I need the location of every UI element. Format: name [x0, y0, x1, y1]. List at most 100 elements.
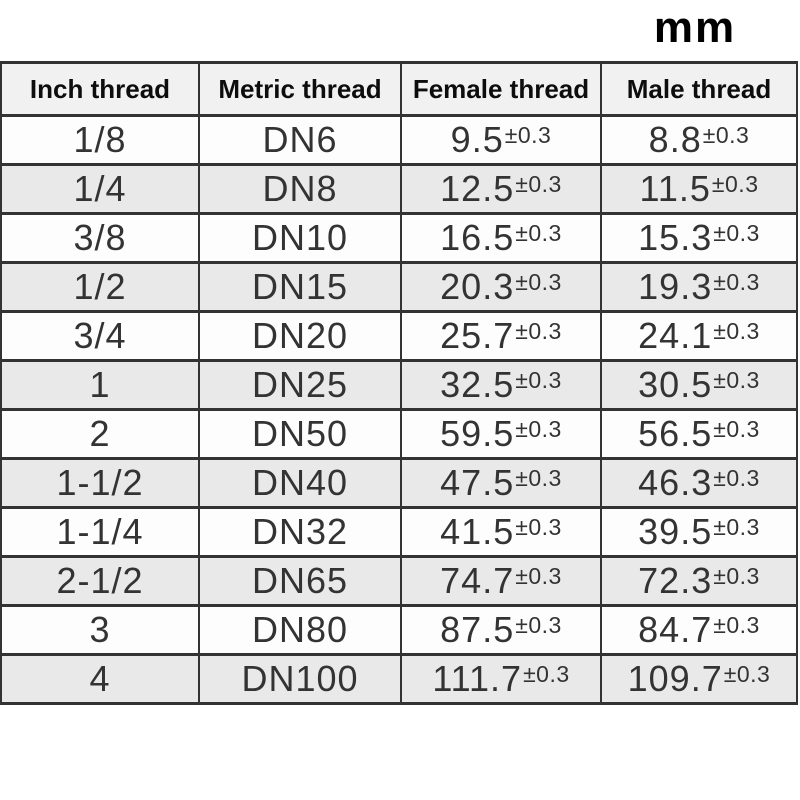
- inch-cell: 4: [0, 653, 200, 705]
- female-cell: 87.5±0.3: [400, 604, 602, 656]
- female-cell: 12.5±0.3: [400, 163, 602, 215]
- metric-cell: DN25: [198, 359, 402, 411]
- female-cell: 25.7±0.3: [400, 310, 602, 362]
- tolerance-label: ±0.3: [515, 367, 562, 393]
- tolerance-label: ±0.3: [515, 514, 562, 540]
- male-cell: 46.3±0.3: [600, 457, 798, 509]
- female-value: 87.5: [440, 609, 515, 650]
- tolerance-label: ±0.3: [713, 220, 760, 246]
- male-cell: 30.5±0.3: [600, 359, 798, 411]
- metric-cell: DN10: [198, 212, 402, 264]
- inch-cell: 3/8: [0, 212, 200, 264]
- tolerance-label: ±0.3: [713, 612, 760, 638]
- inch-cell: 2-1/2: [0, 555, 200, 607]
- tolerance-label: ±0.3: [523, 661, 570, 687]
- tolerance-label: ±0.3: [515, 171, 562, 197]
- tolerance-label: ±0.3: [713, 563, 760, 589]
- tolerance-label: ±0.3: [723, 661, 771, 687]
- female-cell: 41.5±0.3: [400, 506, 602, 558]
- male-value: 84.7: [638, 609, 713, 650]
- table-row: 2-1/2 DN65 74.7±0.3 72.3±0.3: [0, 555, 798, 607]
- inch-cell: 3/4: [0, 310, 200, 362]
- header-male-thread: Male thread: [600, 61, 798, 117]
- female-cell: 20.3±0.3: [400, 261, 602, 313]
- male-value: 8.8: [648, 119, 702, 160]
- tolerance-label: ±0.3: [515, 465, 562, 491]
- inch-cell: 1/4: [0, 163, 200, 215]
- inch-cell: 1: [0, 359, 200, 411]
- table-row: 1-1/4 DN32 41.5±0.3 39.5±0.3: [0, 506, 798, 558]
- female-cell: 9.5±0.3: [400, 114, 602, 166]
- tolerance-label: ±0.3: [713, 367, 760, 393]
- male-value: 11.5: [639, 168, 711, 209]
- female-cell: 59.5±0.3: [400, 408, 602, 460]
- table-row: 3/8 DN10 16.5±0.3 15.3±0.3: [0, 212, 798, 264]
- table-row: 1/8 DN6 9.5±0.3 8.8±0.3: [0, 114, 798, 166]
- table-body: 1/8 DN6 9.5±0.3 8.8±0.3 1/4 DN8 12.5±0.3…: [0, 114, 798, 705]
- female-value: 9.5: [450, 119, 504, 160]
- table-row: 1-1/2 DN40 47.5±0.3 46.3±0.3: [0, 457, 798, 509]
- female-value: 16.5: [440, 217, 515, 258]
- tolerance-label: ±0.3: [515, 612, 562, 638]
- metric-cell: DN15: [198, 261, 402, 313]
- female-value: 25.7: [440, 315, 515, 356]
- female-value: 41.5: [440, 511, 515, 552]
- male-cell: 84.7±0.3: [600, 604, 798, 656]
- metric-cell: DN40: [198, 457, 402, 509]
- male-cell: 72.3±0.3: [600, 555, 798, 607]
- tolerance-label: ±0.3: [515, 416, 562, 442]
- metric-cell: DN20: [198, 310, 402, 362]
- tolerance-label: ±0.3: [713, 318, 760, 344]
- male-value: 15.3: [638, 217, 713, 258]
- tolerance-label: ±0.3: [713, 465, 760, 491]
- inch-cell: 2: [0, 408, 200, 460]
- metric-cell: DN65: [198, 555, 402, 607]
- male-value: 56.5: [638, 413, 713, 454]
- table-row: 1/2 DN15 20.3±0.3 19.3±0.3: [0, 261, 798, 313]
- tolerance-label: ±0.3: [515, 269, 562, 295]
- male-value: 19.3: [638, 266, 713, 307]
- male-value: 109.7: [627, 658, 723, 699]
- female-cell: 47.5±0.3: [400, 457, 602, 509]
- tolerance-label: ±0.3: [711, 171, 759, 197]
- table-row: 3/4 DN20 25.7±0.3 24.1±0.3: [0, 310, 798, 362]
- male-value: 24.1: [638, 315, 713, 356]
- inch-cell: 1/2: [0, 261, 200, 313]
- female-value: 111.7: [432, 658, 523, 699]
- metric-cell: DN50: [198, 408, 402, 460]
- male-value: 39.5: [638, 511, 713, 552]
- metric-cell: DN100: [198, 653, 402, 705]
- tolerance-label: ±0.3: [515, 563, 562, 589]
- table-row: 1/4 DN8 12.5±0.3 11.5±0.3: [0, 163, 798, 215]
- tolerance-label: ±0.3: [504, 122, 552, 148]
- metric-cell: DN80: [198, 604, 402, 656]
- table-header: Inch thread Metric thread Female thread …: [0, 61, 798, 117]
- tolerance-label: ±0.3: [702, 122, 750, 148]
- header-female-thread: Female thread: [400, 61, 602, 117]
- female-cell: 16.5±0.3: [400, 212, 602, 264]
- female-value: 20.3: [440, 266, 515, 307]
- male-cell: 109.7±0.3: [600, 653, 798, 705]
- thread-size-table: Inch thread Metric thread Female thread …: [0, 61, 798, 705]
- tolerance-label: ±0.3: [713, 514, 760, 540]
- female-cell: 32.5±0.3: [400, 359, 602, 411]
- male-cell: 15.3±0.3: [600, 212, 798, 264]
- male-cell: 56.5±0.3: [600, 408, 798, 460]
- header-row: Inch thread Metric thread Female thread …: [0, 61, 798, 117]
- tolerance-label: ±0.3: [713, 416, 760, 442]
- tolerance-label: ±0.3: [515, 220, 562, 246]
- tolerance-label: ±0.3: [515, 318, 562, 344]
- male-cell: 19.3±0.3: [600, 261, 798, 313]
- inch-cell: 3: [0, 604, 200, 656]
- table-row: 2 DN50 59.5±0.3 56.5±0.3: [0, 408, 798, 460]
- female-value: 12.5: [440, 168, 515, 209]
- female-value: 74.7: [440, 560, 515, 601]
- male-cell: 24.1±0.3: [600, 310, 798, 362]
- inch-cell: 1-1/4: [0, 506, 200, 558]
- male-value: 30.5: [638, 364, 713, 405]
- male-value: 72.3: [638, 560, 713, 601]
- table-row: 4 DN100 111.7±0.3 109.7±0.3: [0, 653, 798, 705]
- female-value: 59.5: [440, 413, 515, 454]
- male-cell: 8.8±0.3: [600, 114, 798, 166]
- table-row: 1 DN25 32.5±0.3 30.5±0.3: [0, 359, 798, 411]
